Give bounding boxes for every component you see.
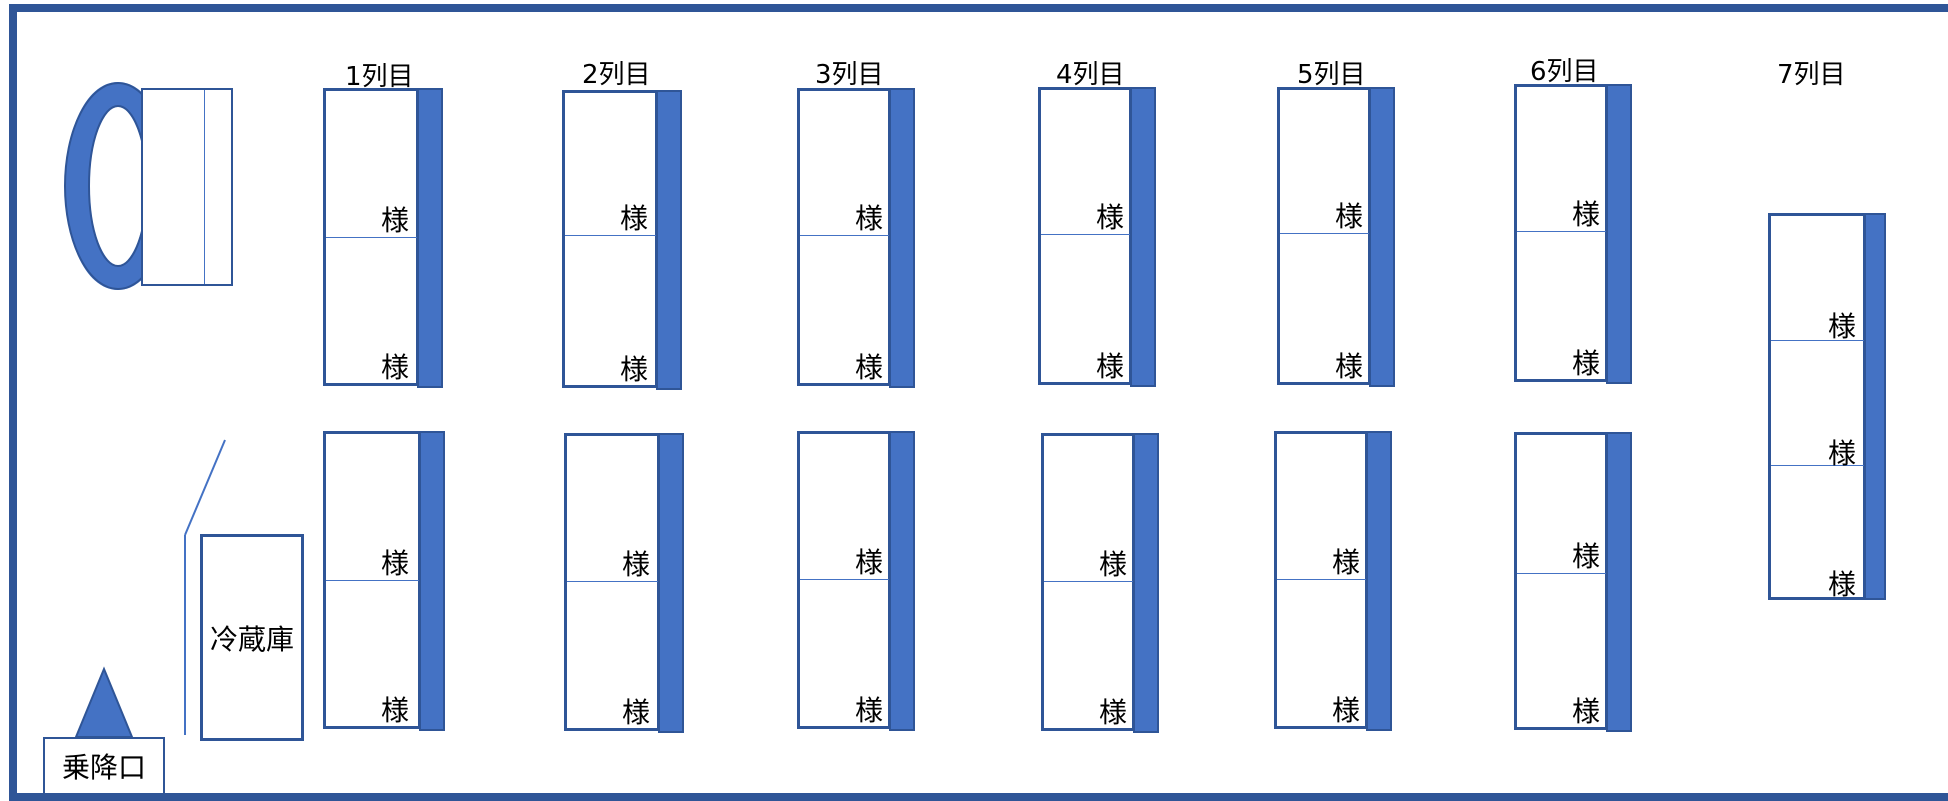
row-label-5: 5列目 [1297, 60, 1366, 90]
seat-name-row-7-b: 様 [1828, 437, 1857, 470]
seat-divider-row-2-front [565, 235, 656, 236]
seat-name-row-4-front-b: 様 [1096, 350, 1125, 383]
seat-name-row-4-front-a: 様 [1096, 201, 1125, 234]
seat-name-row-1-rear-a: 様 [381, 547, 410, 580]
seat-back-row-1-rear [419, 431, 445, 731]
seat-back-row-2-rear [658, 433, 684, 733]
seat-back-row-4-front [1130, 87, 1156, 387]
seat-block-row-3-front[interactable] [797, 88, 891, 386]
seat-back-row-3-front [889, 88, 915, 388]
seat-name-row-6-front-b: 様 [1572, 347, 1601, 380]
seat-block-row-5-front[interactable] [1277, 87, 1371, 385]
seat-block-row-4-front[interactable] [1038, 87, 1132, 385]
row-label-2: 2列目 [582, 60, 651, 90]
seat-name-row-1-rear-b: 様 [381, 694, 410, 727]
seat-name-row-6-rear-a: 様 [1572, 540, 1601, 573]
seat-name-row-2-rear-b: 様 [622, 696, 651, 729]
seat-name-row-3-rear-a: 様 [855, 546, 884, 579]
entrance-label: 乗降口 [61, 751, 146, 784]
seat-divider-row-7-b [1771, 465, 1864, 466]
seat-back-row-1-front [417, 88, 443, 388]
seat-divider-row-5-rear [1277, 579, 1366, 580]
seat-name-row-6-front-a: 様 [1572, 198, 1601, 231]
seat-divider-row-4-front [1041, 234, 1130, 235]
seat-name-row-6-rear-b: 様 [1572, 695, 1601, 728]
seat-divider-row-1-front [326, 237, 417, 238]
door-line [184, 439, 226, 536]
seat-name-row-2-front-a: 様 [620, 202, 649, 235]
seat-block-row-6-rear[interactable] [1514, 432, 1608, 730]
seat-name-row-2-rear-a: 様 [622, 548, 651, 581]
seat-block-row-2-front[interactable] [562, 90, 658, 388]
seat-divider-row-2-rear [567, 581, 658, 582]
driver-seat-divider [204, 90, 205, 284]
seat-divider-row-3-front [800, 235, 889, 236]
seat-name-row-1-front-b: 様 [381, 351, 410, 384]
seat-name-row-3-front-b: 様 [855, 351, 884, 384]
seat-back-row-2-front [656, 90, 682, 390]
seat-back-row-5-rear [1366, 431, 1392, 731]
seat-bench-row-7[interactable] [1768, 213, 1866, 600]
seat-divider-row-1-rear [326, 580, 419, 581]
seat-divider-row-5-front [1280, 233, 1369, 234]
driver-seat [141, 88, 233, 286]
seat-name-row-5-rear-b: 様 [1332, 694, 1361, 727]
seat-name-row-7-c: 様 [1828, 568, 1857, 601]
row-label-3: 3列目 [815, 60, 884, 90]
seat-divider-row-7-a [1771, 340, 1864, 341]
seat-back-row-4-rear [1133, 433, 1159, 733]
seat-divider-row-6-rear [1517, 573, 1606, 574]
seat-divider-row-3-rear [800, 579, 889, 580]
seat-back-row-6-front [1606, 84, 1632, 384]
seat-back-row-5-front [1369, 87, 1395, 387]
seat-divider-row-6-front [1517, 231, 1606, 232]
seat-name-row-4-rear-a: 様 [1099, 548, 1128, 581]
seat-block-row-2-rear[interactable] [564, 433, 660, 731]
seat-block-row-5-rear[interactable] [1274, 431, 1368, 729]
row-label-6: 6列目 [1530, 57, 1599, 87]
row-label-1: 1列目 [345, 62, 414, 92]
triangle-up-icon [74, 666, 134, 738]
seat-name-row-3-rear-b: 様 [855, 694, 884, 727]
seat-name-row-4-rear-b: 様 [1099, 696, 1128, 729]
refrigerator: 冷蔵庫 [200, 534, 304, 741]
row-label-7: 7列目 [1777, 60, 1846, 90]
seat-name-row-7-a: 様 [1828, 310, 1857, 343]
seat-back-row-3-rear [889, 431, 915, 731]
seat-name-row-3-front-a: 様 [855, 202, 884, 235]
seat-name-row-5-front-a: 様 [1335, 200, 1364, 233]
entrance[interactable]: 乗降口 [43, 737, 165, 795]
seat-name-row-2-front-b: 様 [620, 353, 649, 386]
row-label-4: 4列目 [1056, 60, 1125, 90]
seat-name-row-5-front-b: 様 [1335, 350, 1364, 383]
refrigerator-label: 冷蔵庫 [209, 622, 294, 656]
seat-name-row-1-front-a: 様 [381, 204, 410, 237]
seat-name-row-5-rear-a: 様 [1332, 546, 1361, 579]
seat-back-row-7 [1864, 213, 1886, 600]
seat-divider-row-4-rear [1044, 581, 1133, 582]
seat-back-row-6-rear [1606, 432, 1632, 732]
seat-block-row-6-front[interactable] [1514, 84, 1608, 382]
